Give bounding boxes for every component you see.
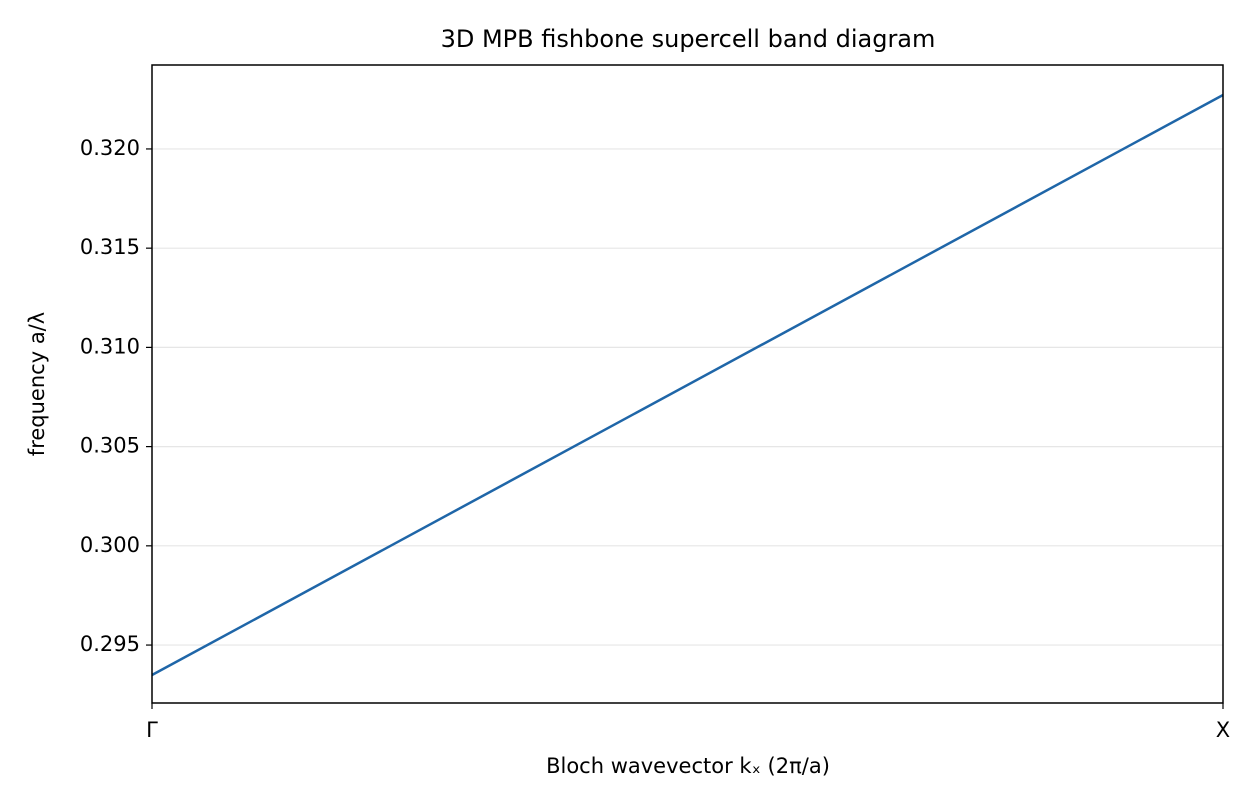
plot-frame — [151, 64, 1224, 704]
y-tick-label: 0.310 — [80, 334, 140, 358]
chart-title: 3D MPB fishbone supercell band diagram — [441, 25, 936, 53]
y-axis-label: frequency a/λ — [25, 312, 49, 456]
x-tick-label: X — [1216, 718, 1230, 742]
y-tick-label: 0.320 — [80, 136, 140, 160]
x-axis-label: Bloch wavevector kₓ (2π/a) — [546, 754, 830, 778]
y-tick-label: 0.295 — [80, 632, 140, 656]
y-tick-label: 0.300 — [80, 533, 140, 557]
y-tick-label: 0.315 — [80, 235, 140, 259]
x-tick-label: Γ — [146, 718, 158, 742]
y-tick-label: 0.305 — [80, 434, 140, 458]
line-series — [151, 93, 1224, 677]
